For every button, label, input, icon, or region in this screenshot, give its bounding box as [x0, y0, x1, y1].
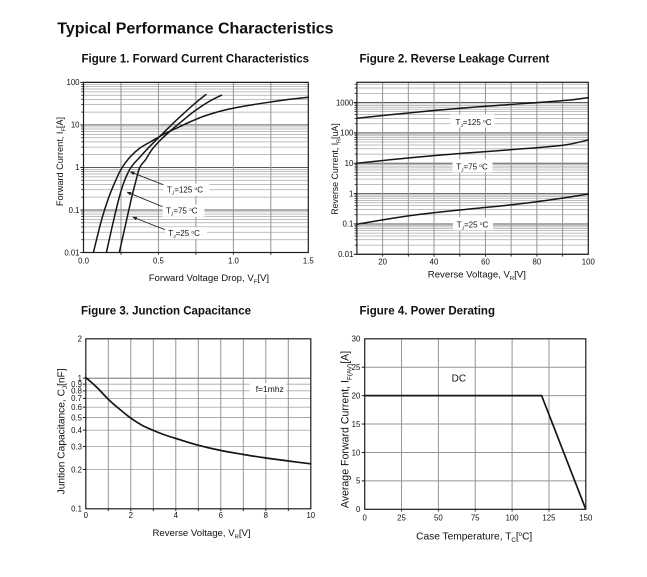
svg-text:0.1: 0.1 — [71, 505, 82, 514]
svg-text:0.01: 0.01 — [64, 248, 79, 257]
svg-text:15: 15 — [352, 420, 361, 429]
svg-text:80: 80 — [533, 257, 542, 266]
svg-text:Figure 2. Reverse Leakage Curr: Figure 2. Reverse Leakage Current — [360, 54, 550, 66]
svg-text:Typical Performance Characteri: Typical Performance Characteristics — [57, 21, 333, 38]
svg-text:25: 25 — [397, 513, 406, 522]
svg-text:30: 30 — [352, 335, 361, 344]
svg-text:0: 0 — [84, 511, 89, 520]
svg-text:0.7: 0.7 — [71, 394, 82, 403]
svg-text:1.0: 1.0 — [228, 256, 240, 265]
svg-text:Reverse Current, IR​[uA]: Reverse Current, IR​[uA] — [330, 123, 342, 214]
svg-text:Forward Current, IF​[A]: Forward Current, IF​[A] — [55, 117, 67, 206]
svg-text:0.1: 0.1 — [342, 220, 353, 229]
svg-text:TJ​=25 o​C: TJ​=25 o​C — [168, 229, 200, 240]
svg-text:10: 10 — [345, 159, 354, 168]
svg-text:1: 1 — [75, 163, 79, 172]
svg-text:125: 125 — [542, 513, 556, 522]
svg-text:0.8: 0.8 — [71, 387, 82, 396]
svg-text:Juntion Capacitance, CJ​[nF]: Juntion Capacitance, CJ​[nF] — [57, 368, 70, 494]
svg-text:100: 100 — [66, 78, 80, 87]
svg-text:10: 10 — [306, 511, 315, 520]
svg-text:0.9: 0.9 — [71, 380, 82, 389]
svg-text:0.4: 0.4 — [71, 426, 83, 435]
svg-text:50: 50 — [434, 513, 443, 522]
svg-text:TJ​=125 o​C: TJ​=125 o​C — [456, 118, 492, 129]
svg-text:Figure 1. Forward Current Char: Figure 1. Forward Current Characteristic… — [82, 54, 310, 66]
svg-text:10: 10 — [352, 448, 361, 457]
svg-text:0.6: 0.6 — [71, 403, 82, 412]
svg-text:0: 0 — [363, 513, 368, 522]
svg-text:DC: DC — [452, 374, 466, 385]
svg-text:TJ​=25 o​C: TJ​=25 o​C — [457, 221, 489, 232]
svg-text:Figure 4. Power Derating: Figure 4. Power Derating — [360, 305, 495, 317]
svg-text:Figure 3. Junction Capacitance: Figure 3. Junction Capacitance — [81, 305, 251, 317]
svg-text:TJ​=75 o​C: TJ​=75 o​C — [456, 162, 488, 173]
svg-text:100: 100 — [506, 513, 520, 522]
svg-text:40: 40 — [430, 257, 439, 266]
svg-text:20: 20 — [352, 391, 361, 400]
svg-text:2: 2 — [129, 511, 133, 520]
svg-text:100: 100 — [582, 257, 596, 266]
svg-text:6: 6 — [219, 511, 223, 520]
svg-text:2: 2 — [78, 335, 82, 344]
svg-text:0.3: 0.3 — [71, 442, 82, 451]
svg-text:5: 5 — [356, 477, 361, 486]
svg-text:Average Forward Current, IF(AV: Average Forward Current, IF(AV)​[A] — [340, 351, 354, 508]
svg-text:0.0: 0.0 — [78, 256, 90, 265]
svg-text:1: 1 — [78, 374, 82, 383]
svg-text:25: 25 — [352, 363, 361, 372]
svg-text:1000: 1000 — [336, 98, 354, 107]
svg-text:8: 8 — [264, 511, 268, 520]
svg-text:1: 1 — [349, 189, 353, 198]
svg-text:0: 0 — [356, 505, 361, 514]
svg-text:60: 60 — [481, 257, 490, 266]
svg-text:TJ​=125 o​C: TJ​=125 o​C — [167, 186, 203, 197]
svg-text:0.2: 0.2 — [71, 465, 82, 474]
svg-text:Forward Voltage Drop, VF​[V]: Forward Voltage Drop, VF​[V] — [149, 273, 269, 286]
svg-text:Reverse Voltage, VR​[V]: Reverse Voltage, VR​[V] — [153, 528, 251, 541]
svg-text:TJ​=75 o​C: TJ​=75 o​C — [166, 207, 198, 218]
svg-text:1.5: 1.5 — [303, 256, 315, 265]
svg-text:Case Temperature, TC​[o​C]: Case Temperature, TC​[o​C] — [416, 531, 532, 544]
svg-text:0.1: 0.1 — [69, 206, 80, 215]
svg-text:0.01: 0.01 — [338, 250, 353, 259]
svg-text:75: 75 — [471, 513, 480, 522]
svg-text:10: 10 — [71, 121, 80, 130]
svg-text:20: 20 — [378, 257, 387, 266]
svg-text:150: 150 — [579, 513, 593, 522]
svg-text:0.5: 0.5 — [71, 413, 83, 422]
svg-text:Reverse Voltage, VR​[V]: Reverse Voltage, VR​[V] — [428, 270, 526, 283]
svg-text:f=1mhz: f=1mhz — [256, 384, 284, 394]
svg-text:100: 100 — [340, 129, 354, 138]
svg-text:0.5: 0.5 — [153, 256, 165, 265]
svg-text:4: 4 — [174, 511, 179, 520]
